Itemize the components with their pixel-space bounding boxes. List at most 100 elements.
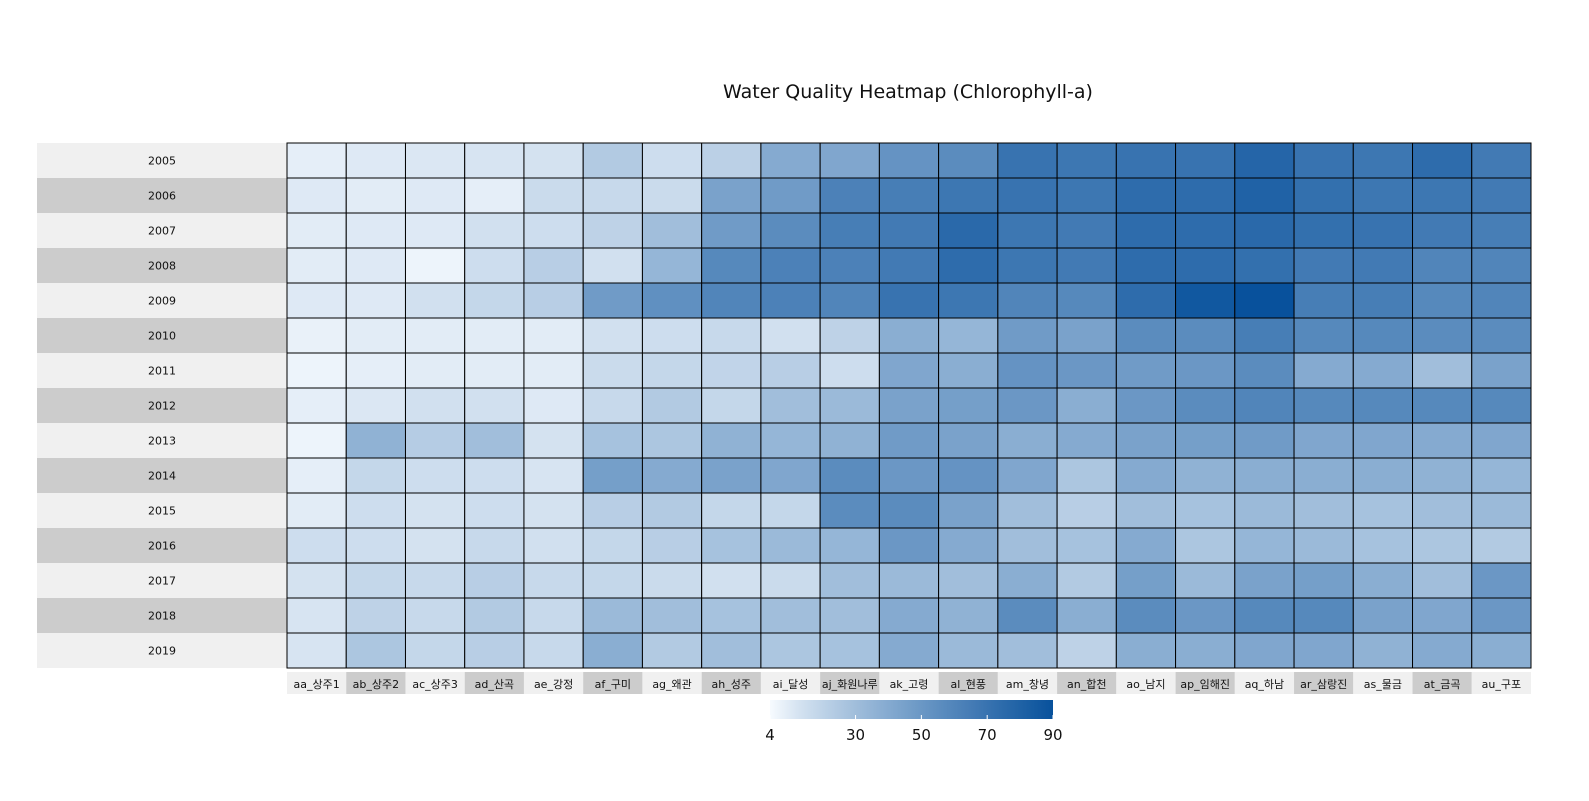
column-label-band — [523, 672, 584, 694]
column-label: af_구미 — [595, 678, 631, 691]
heatmap-cell — [819, 317, 880, 354]
column-label-band — [997, 672, 1058, 694]
heatmap-cell — [938, 387, 999, 424]
heatmap-cell — [286, 142, 347, 179]
column-label: al_현풍 — [950, 678, 986, 691]
heatmap-cell — [345, 457, 406, 494]
heatmap-cell — [1293, 562, 1354, 599]
column-label-band — [938, 672, 998, 694]
heatmap-cell — [760, 177, 821, 214]
heatmap-cell — [760, 492, 821, 529]
heatmap-cell — [641, 282, 703, 319]
heatmap-cell — [1175, 212, 1236, 249]
heatmap-cell — [1293, 142, 1354, 179]
row-label: 2015 — [148, 505, 176, 518]
heatmap-cell — [1234, 597, 1295, 634]
heatmap-cell — [464, 422, 525, 459]
heatmap-cell — [286, 492, 347, 529]
heatmap-cell — [878, 317, 940, 354]
heatmap-cell — [997, 527, 1058, 564]
heatmap-cell — [938, 527, 999, 564]
heatmap-cell — [1412, 387, 1473, 424]
heatmap-cell — [1352, 457, 1414, 494]
column-label-band — [1471, 672, 1531, 694]
heatmap-cell — [286, 527, 347, 564]
heatmap-cell — [404, 387, 466, 424]
heatmap-cell — [1056, 317, 1117, 354]
column-label-band — [1412, 672, 1472, 694]
heatmap-cell — [819, 632, 880, 669]
heatmap-cell — [404, 177, 466, 214]
heatmap-cell — [1471, 177, 1532, 214]
heatmap-cell — [997, 212, 1058, 249]
column-label-band — [405, 672, 465, 694]
heatmap-cell — [997, 632, 1058, 669]
heatmap-cell — [464, 212, 525, 249]
column-label-band — [1175, 672, 1235, 694]
heatmap-cell — [582, 492, 643, 529]
heatmap-cell — [760, 212, 821, 249]
heatmap-cell — [1175, 457, 1236, 494]
column-label-band — [820, 672, 880, 694]
heatmap-cell — [1412, 282, 1473, 319]
row-band — [37, 178, 287, 213]
heatmap-cell — [878, 247, 940, 284]
column-label-band — [346, 672, 406, 694]
heatmap-cell — [464, 352, 525, 389]
heatmap-cell — [819, 422, 880, 459]
heatmap-cell — [1471, 492, 1532, 529]
row-label: 2009 — [148, 295, 176, 308]
heatmap-cell — [1412, 457, 1473, 494]
heatmap-cell — [1412, 597, 1473, 634]
heatmap-cell — [464, 142, 525, 179]
heatmap-cell — [641, 177, 703, 214]
heatmap-cell — [1234, 142, 1295, 179]
heatmap-cell — [641, 492, 703, 529]
heatmap-cell — [404, 632, 466, 669]
row-label: 2005 — [148, 155, 176, 168]
heatmap-cell — [1412, 247, 1473, 284]
heatmap-cell — [1352, 177, 1414, 214]
heatmap-cell — [1056, 142, 1117, 179]
heatmap-cell — [1234, 212, 1295, 249]
heatmap-cell — [286, 422, 347, 459]
heatmap-cell — [1175, 282, 1236, 319]
heatmap-cell — [819, 562, 880, 599]
heatmap-cell — [1234, 282, 1295, 319]
column-labels: aa_상주1 ab_상주2 ac_상주3 ad_산곡 ae_강정 af_구미 ag_왜관 ah… — [287, 672, 1531, 694]
heatmap-cell — [523, 212, 584, 249]
heatmap-cell — [1293, 597, 1354, 634]
heatmap-cell — [286, 282, 347, 319]
column-label-band — [1116, 672, 1176, 694]
heatmap-cell — [760, 317, 821, 354]
heatmap-cell — [1352, 597, 1414, 634]
heatmap-cell — [997, 177, 1058, 214]
heatmap-cell — [1352, 562, 1414, 599]
row-band — [37, 388, 287, 423]
heatmap-cell — [641, 352, 703, 389]
heatmap-cell — [1234, 422, 1295, 459]
heatmap-cell — [582, 597, 643, 634]
heatmap-cell — [1115, 492, 1177, 529]
heatmap-cell — [1056, 247, 1117, 284]
heatmap-cell — [1293, 422, 1354, 459]
heatmap-cell — [523, 177, 584, 214]
heatmap-cell — [641, 247, 703, 284]
heatmap-cell — [1056, 422, 1117, 459]
heatmap-cell — [1352, 352, 1414, 389]
heatmap-cell — [1352, 527, 1414, 564]
heatmap-cell — [1471, 317, 1532, 354]
row-label: 2012 — [148, 400, 176, 413]
heatmap-cell — [582, 212, 643, 249]
heatmap-cell — [997, 247, 1058, 284]
heatmap-cell — [1175, 562, 1236, 599]
column-label: at_금곡 — [1424, 678, 1461, 691]
heatmap-cell — [464, 562, 525, 599]
heatmap-cell — [1471, 212, 1532, 249]
column-label: ae_강정 — [534, 678, 573, 691]
heatmap-cell — [1293, 527, 1354, 564]
heatmap-cell — [760, 597, 821, 634]
column-label: ak_고령 — [890, 678, 929, 691]
heatmap-cell — [1175, 317, 1236, 354]
row-label: 2018 — [148, 610, 176, 623]
